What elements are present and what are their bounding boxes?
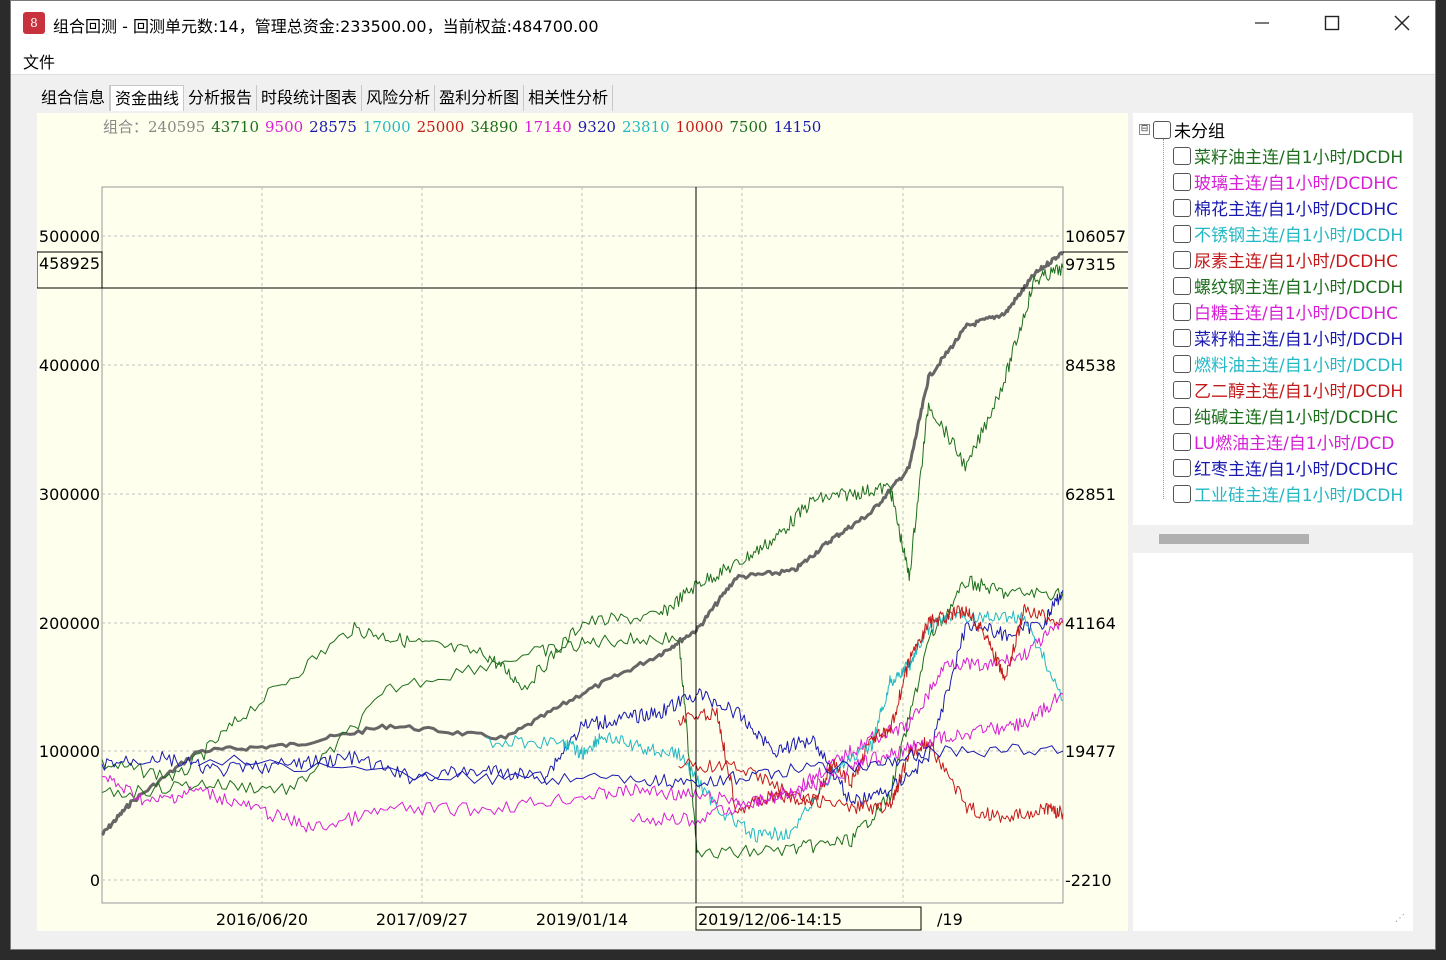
unit-tree: ⊟ 未分组 菜籽油主连/自1小时/DCDH 玻璃主连/自1小时/DCDHC 棉花主连…: [1133, 113, 1413, 525]
right-tick-label: -2210: [1065, 871, 1112, 890]
tree-item-label: 棉花主连/自1小时/DCDHC: [1194, 195, 1398, 220]
scrollbar-thumb[interactable]: [1159, 534, 1309, 544]
tree-item-checkbox[interactable]: [1173, 225, 1191, 243]
tree-item[interactable]: 工业硅主连/自1小时/DCDH: [1173, 481, 1403, 506]
tree-item-checkbox[interactable]: [1173, 251, 1191, 269]
right-tick-label: 84538: [1065, 356, 1116, 375]
tab-3[interactable]: 时段统计图表: [257, 85, 362, 111]
left-tick-label: 0: [90, 871, 100, 890]
tab-2[interactable]: 分析报告: [184, 85, 257, 111]
minimize-button[interactable]: [1227, 1, 1297, 45]
app-logo-icon: 8: [23, 12, 45, 34]
left-tick-label: 500000: [39, 227, 100, 246]
backtest-window: 8 组合回测 - 回测单元数:14，管理总资金:233500.00，当前权益:4…: [10, 0, 1436, 950]
tree-item-checkbox[interactable]: [1173, 199, 1191, 217]
tree-item-label: LU燃油主连/自1小时/DCD: [1194, 429, 1394, 454]
tab-0[interactable]: 组合信息: [37, 85, 110, 111]
tab-6[interactable]: 相关性分析: [524, 85, 613, 111]
menu-bar: 文件: [11, 45, 1435, 75]
window-title: 组合回测 - 回测单元数:14，管理总资金:233500.00，当前权益:484…: [53, 13, 599, 37]
maximize-icon: [1324, 15, 1340, 31]
resize-grip-icon[interactable]: ⋰: [1395, 913, 1409, 927]
collapse-icon[interactable]: ⊟: [1139, 124, 1150, 135]
tab-strip: 组合信息 资金曲线 分析报告 时段统计图表 风险分析 盈利分析图 相关性分析: [37, 85, 613, 111]
tree-item-checkbox[interactable]: [1173, 355, 1191, 373]
tree-item-label: 不锈钢主连/自1小时/DCDH: [1194, 221, 1403, 246]
menu-file[interactable]: 文件: [23, 49, 55, 73]
tree-guide-line: [1163, 139, 1164, 499]
tree-item[interactable]: 不锈钢主连/自1小时/DCDH: [1173, 221, 1403, 246]
tree-item-checkbox[interactable]: [1173, 277, 1191, 295]
x-tick-label: 2019/01/14: [536, 910, 628, 929]
x-tick-label: /19: [937, 910, 963, 929]
left-tick-label: 300000: [39, 485, 100, 504]
tree-item-label: 燃料油主连/自1小时/DCDH: [1194, 351, 1403, 376]
right-tick-label: 62851: [1065, 485, 1116, 504]
crosshair-right-value: 97315: [1065, 255, 1116, 274]
tree-item-checkbox[interactable]: [1173, 433, 1191, 451]
right-tick-label: 106057: [1065, 227, 1126, 246]
series-line: [486, 611, 1063, 843]
x-tick-label: 2016/06/20: [216, 910, 308, 929]
tree-item-label: 纯碱主连/自1小时/DCDHC: [1194, 403, 1398, 428]
tree-item[interactable]: 尿素主连/自1小时/DCDHC: [1173, 247, 1398, 272]
series-line: [679, 738, 1063, 823]
equity-curve-chart[interactable]: 组合：240595 43710 9500 28575 17000 25000 34890 17…: [37, 113, 1128, 931]
tree-item-label: 乙二醇主连/自1小时/DCDH: [1194, 377, 1403, 402]
left-tick-label: 200000: [39, 614, 100, 633]
right-tick-label: 41164: [1065, 614, 1116, 633]
x-tick-label: 2017/09/27: [376, 910, 468, 929]
tree-item-checkbox[interactable]: [1173, 485, 1191, 503]
close-icon: [1394, 15, 1410, 31]
tree-item[interactable]: 菜籽油主连/自1小时/DCDH: [1173, 143, 1403, 168]
tree-item-label: 红枣主连/自1小时/DCDHC: [1194, 455, 1398, 480]
left-tick-label: 400000: [39, 356, 100, 375]
tree-item-checkbox[interactable]: [1173, 381, 1191, 399]
close-button[interactable]: [1367, 1, 1437, 45]
crosshair-date-label: 2019/12/06-14:15: [698, 910, 842, 929]
tree-item-checkbox[interactable]: [1173, 147, 1191, 165]
tree-root-label: 未分组: [1174, 117, 1225, 142]
tree-root-checkbox[interactable]: [1153, 121, 1171, 139]
tree-item-checkbox[interactable]: [1173, 303, 1191, 321]
tree-horizontal-scrollbar[interactable]: [1133, 529, 1413, 549]
minimize-icon: [1254, 15, 1270, 31]
tree-item[interactable]: 玻璃主连/自1小时/DCDHC: [1173, 169, 1398, 194]
tree-item-label: 菜籽粕主连/自1小时/DCDH: [1194, 325, 1403, 350]
tree-item[interactable]: 螺纹钢主连/自1小时/DCDH: [1173, 273, 1403, 298]
tab-1[interactable]: 资金曲线: [110, 85, 184, 111]
tree-item-label: 螺纹钢主连/自1小时/DCDH: [1194, 273, 1403, 298]
tree-item-checkbox[interactable]: [1173, 329, 1191, 347]
left-tick-label: 100000: [39, 742, 100, 761]
tree-item-checkbox[interactable]: [1173, 407, 1191, 425]
crosshair-left-value: 458925: [39, 254, 100, 273]
tree-root[interactable]: ⊟ 未分组: [1139, 117, 1225, 142]
tree-item-label: 玻璃主连/自1小时/DCDHC: [1194, 169, 1398, 194]
right-tick-label: 19477: [1065, 742, 1116, 761]
tree-item[interactable]: 棉花主连/自1小时/DCDHC: [1173, 195, 1398, 220]
tree-item-checkbox[interactable]: [1173, 173, 1191, 191]
tree-item[interactable]: LU燃油主连/自1小时/DCD: [1173, 429, 1394, 454]
tree-item[interactable]: 纯碱主连/自1小时/DCDHC: [1173, 403, 1398, 428]
tree-item[interactable]: 燃料油主连/自1小时/DCDH: [1173, 351, 1403, 376]
chart-canvas[interactable]: 500000 400000 300000 200000 100000 0 106057 845…: [37, 113, 1128, 931]
tree-item-label: 白糖主连/自1小时/DCDHC: [1194, 299, 1398, 324]
tree-item[interactable]: 红枣主连/自1小时/DCDHC: [1173, 455, 1398, 480]
series-line: [631, 693, 1063, 826]
tree-item-checkbox[interactable]: [1173, 459, 1191, 477]
tab-5[interactable]: 盈利分析图: [435, 85, 524, 111]
tree-item[interactable]: 白糖主连/自1小时/DCDHC: [1173, 299, 1398, 324]
maximize-button[interactable]: [1297, 1, 1367, 45]
tree-item-label: 工业硅主连/自1小时/DCDH: [1194, 481, 1403, 506]
tree-item-label: 尿素主连/自1小时/DCDHC: [1194, 247, 1398, 272]
tree-item[interactable]: 乙二醇主连/自1小时/DCDH: [1173, 377, 1403, 402]
tree-item[interactable]: 菜籽粕主连/自1小时/DCDH: [1173, 325, 1403, 350]
tree-item-label: 菜籽油主连/自1小时/DCDH: [1194, 143, 1403, 168]
empty-pane: ⋰: [1133, 553, 1413, 931]
tab-4[interactable]: 风险分析: [362, 85, 435, 111]
title-bar[interactable]: 8 组合回测 - 回测单元数:14，管理总资金:233500.00，当前权益:4…: [11, 1, 1435, 45]
